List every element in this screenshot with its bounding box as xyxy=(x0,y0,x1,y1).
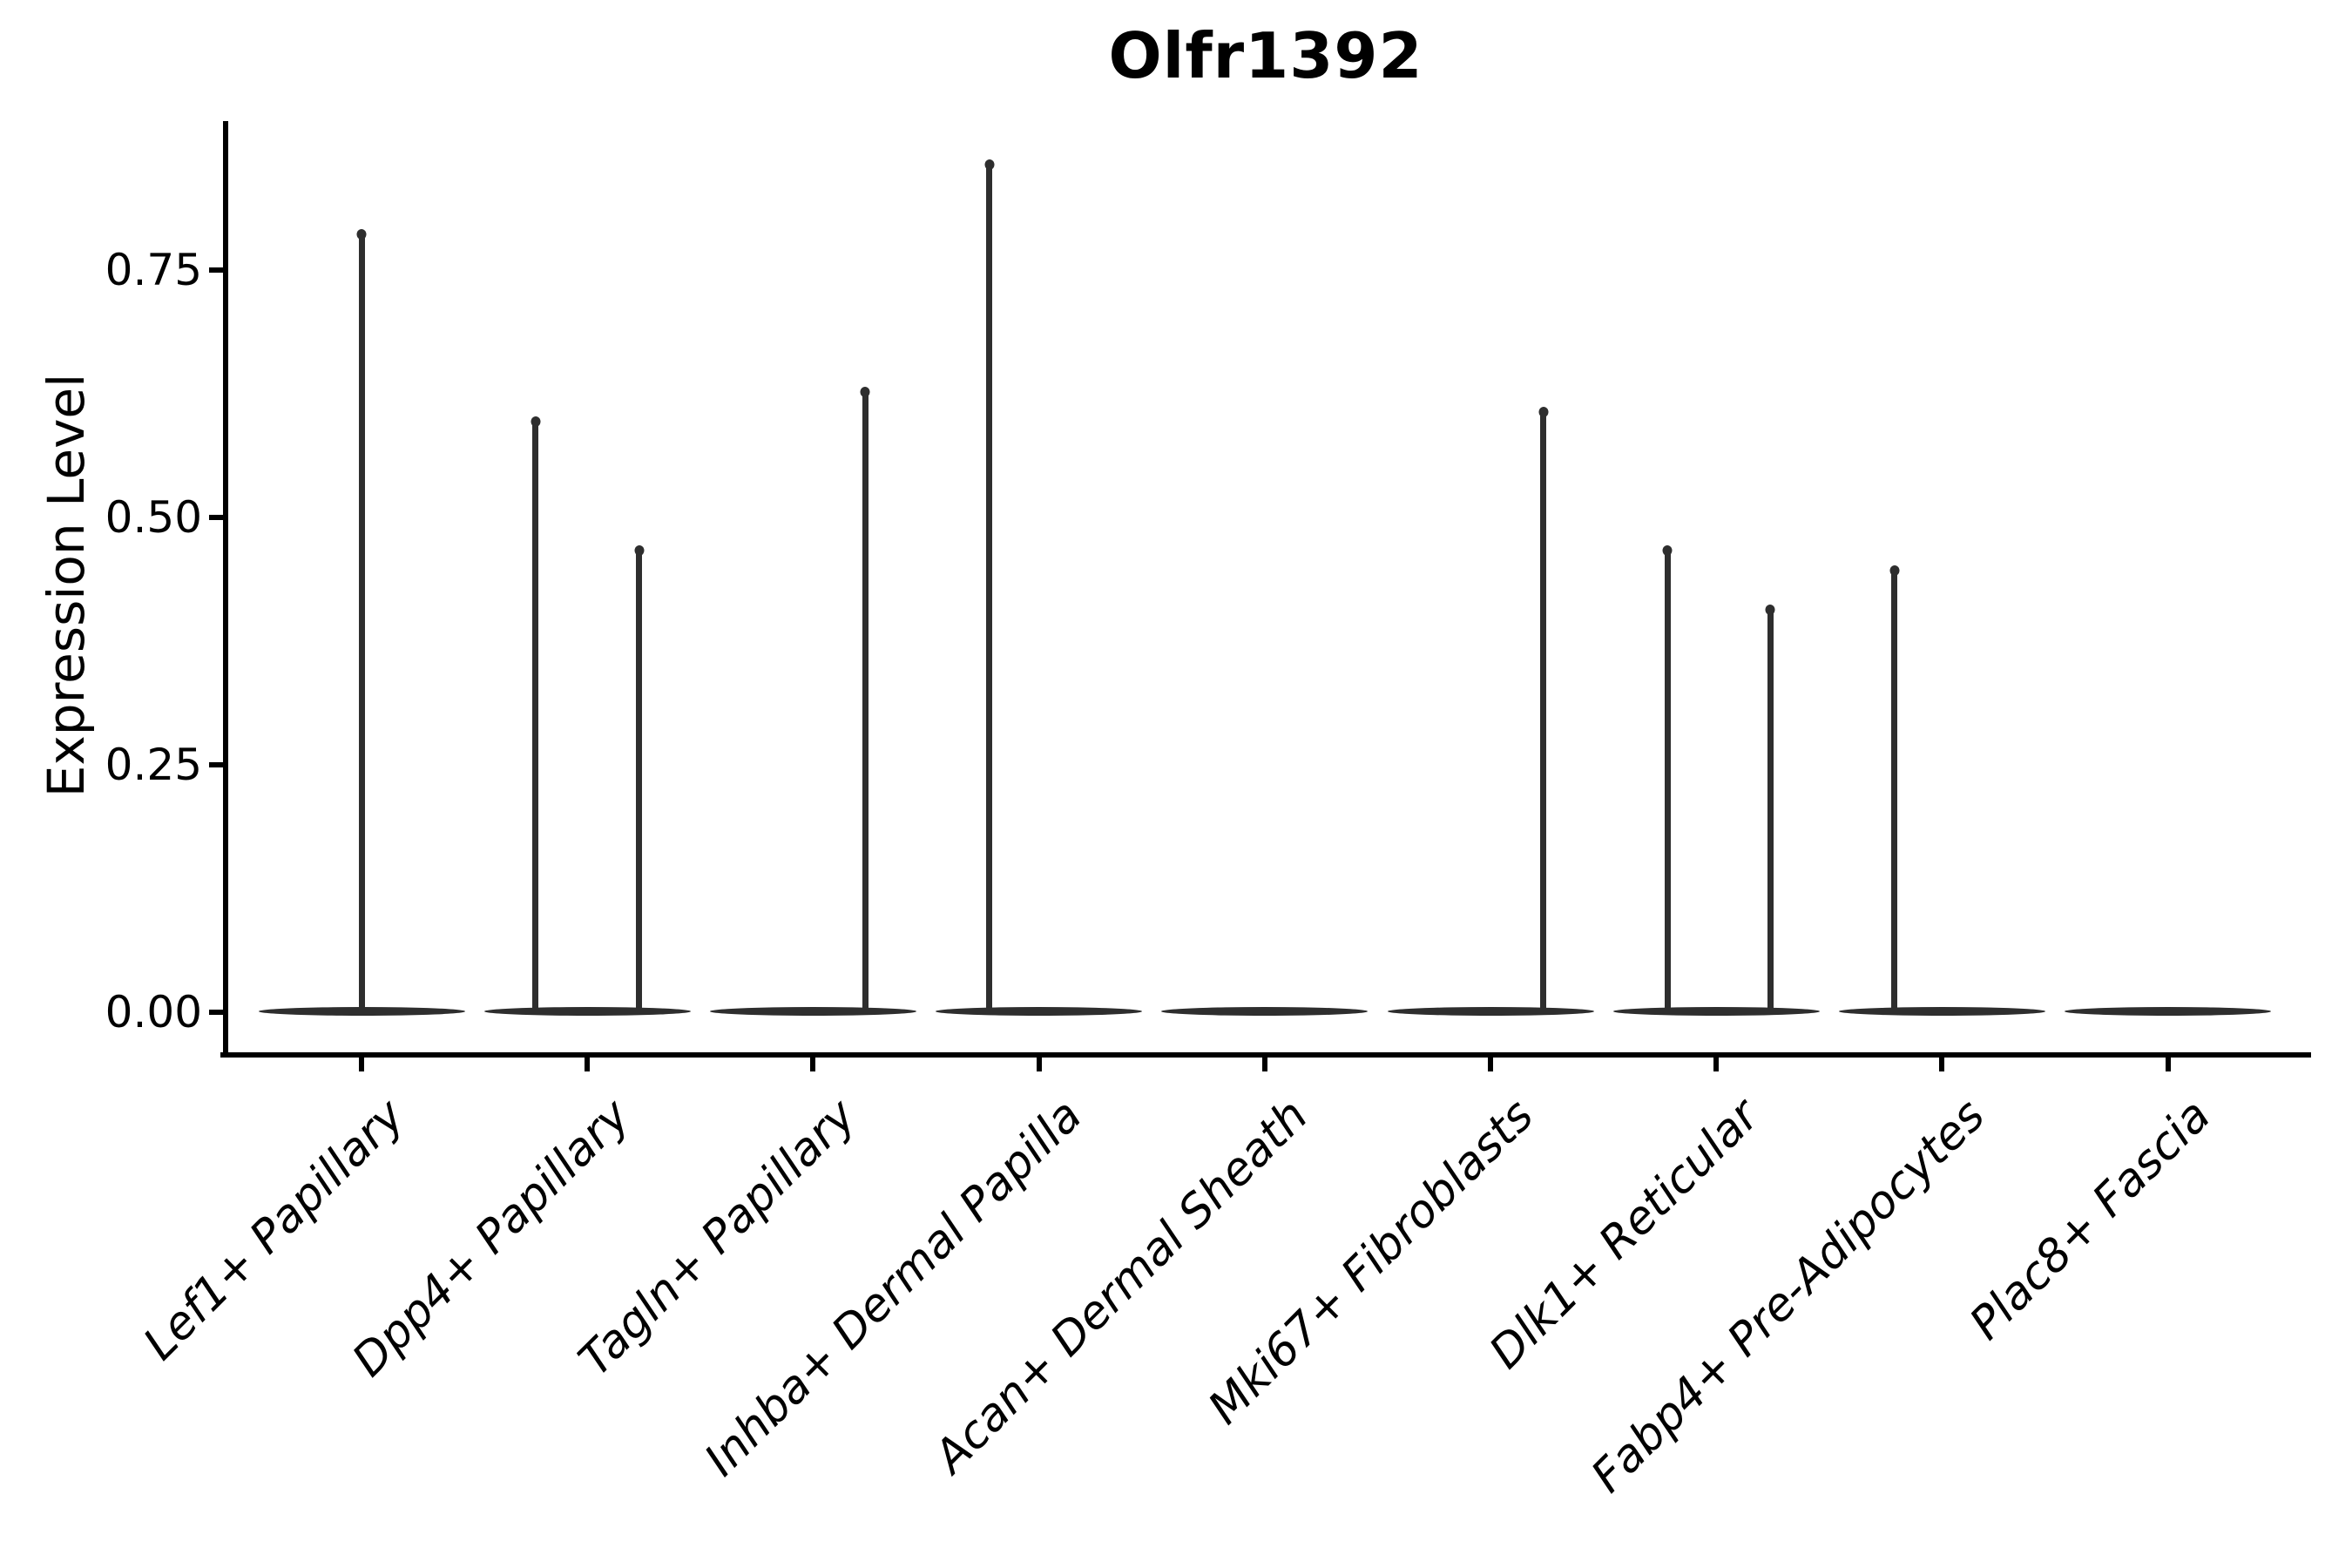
violin-spike xyxy=(1891,566,1898,1011)
x-tick xyxy=(1939,1058,1945,1071)
violin-body xyxy=(2065,1007,2272,1016)
violin-body xyxy=(936,1007,1143,1016)
x-tick xyxy=(810,1058,816,1071)
y-tick xyxy=(209,1010,223,1015)
violin-spike xyxy=(532,418,539,1011)
x-tick xyxy=(1488,1058,1493,1071)
violin-spike xyxy=(862,389,868,1011)
y-tick xyxy=(209,267,223,273)
violin-body xyxy=(258,1007,465,1016)
x-tick-label: Fabp4+ Pre-Adipocytes xyxy=(1581,1089,1996,1504)
y-tick xyxy=(209,515,223,520)
x-tick-label: Inhba+ Dermal Papilla xyxy=(694,1089,1092,1487)
y-tick-label: 0.75 xyxy=(105,245,202,295)
x-tick xyxy=(585,1058,591,1071)
violin-body xyxy=(709,1007,916,1016)
x-tick xyxy=(1036,1058,1042,1071)
violin-body xyxy=(483,1007,691,1016)
violin-spike xyxy=(1767,606,1774,1011)
y-tick-label: 0.25 xyxy=(105,740,202,790)
violin-body xyxy=(1612,1007,1820,1016)
x-tick-label: Acan+ Dermal Sheath xyxy=(923,1089,1318,1484)
violin-spike xyxy=(358,230,365,1011)
x-tick xyxy=(1261,1058,1267,1071)
violin-spike xyxy=(986,161,993,1011)
x-axis-line xyxy=(220,1052,2311,1058)
x-tick-label: Plac8+ Fascia xyxy=(1960,1089,2221,1350)
violin-body xyxy=(1387,1007,1594,1016)
x-tick xyxy=(359,1058,364,1071)
violin-body xyxy=(1838,1007,2045,1016)
y-tick xyxy=(209,762,223,767)
y-axis-line xyxy=(223,121,228,1058)
violin-spike xyxy=(1664,547,1671,1011)
x-tick xyxy=(1713,1058,1720,1071)
y-tick-label: 0.00 xyxy=(105,987,202,1037)
y-tick-label: 0.50 xyxy=(105,492,202,543)
violin-spike xyxy=(1540,409,1547,1011)
chart-title: Olfr1392 xyxy=(1108,19,1423,92)
violin-spike xyxy=(636,547,643,1011)
x-tick xyxy=(2165,1058,2171,1071)
violin-body xyxy=(1161,1007,1369,1016)
